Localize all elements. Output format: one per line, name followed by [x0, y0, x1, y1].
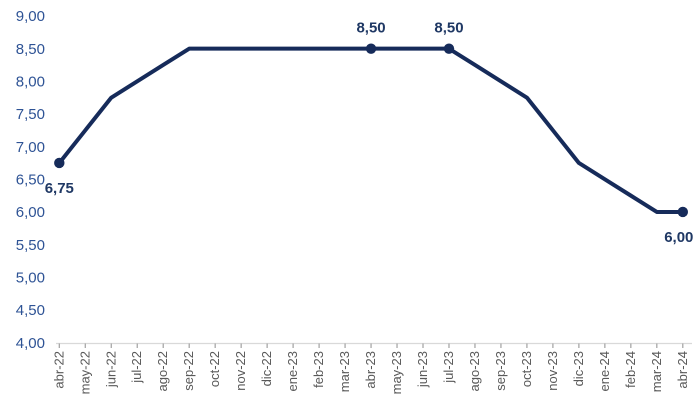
y-axis-tick-label: 5,00	[16, 269, 45, 286]
data-point-marker	[54, 157, 65, 169]
x-axis-tick-label: ago-23	[467, 351, 482, 391]
data-point-label: 6,75	[45, 180, 74, 197]
y-axis-tick-label: 6,50	[16, 172, 45, 189]
x-axis-tick-label: sep-23	[493, 351, 508, 391]
x-axis-tick-label: jun-23	[415, 351, 430, 388]
x-axis-tick-label: oct-22	[207, 351, 222, 387]
x-axis-tick-label: feb-24	[623, 351, 638, 388]
x-axis-tick-label: dic-22	[259, 351, 274, 386]
x-axis-tick-label: may-22	[77, 351, 92, 394]
y-axis-tick-label: 7,50	[16, 106, 45, 123]
y-axis-tick-label: 4,50	[16, 302, 45, 319]
x-axis-tick-label: oct-23	[519, 351, 534, 387]
x-axis-tick-label: feb-23	[311, 351, 326, 388]
x-axis-tick-label: nov-22	[233, 351, 248, 391]
data-point-label: 6,00	[664, 229, 693, 246]
y-axis-tick-label: 7,00	[16, 139, 45, 156]
x-axis-tick-label: jul-23	[441, 351, 456, 384]
x-axis-tick-label: nov-23	[545, 351, 560, 391]
y-axis-tick-label: 8,00	[16, 74, 45, 91]
x-axis-tick-label: may-23	[389, 351, 404, 394]
y-axis-tick-label: 4,00	[16, 335, 45, 352]
data-point-label: 8,50	[434, 20, 463, 37]
y-axis-tick-label: 5,50	[16, 237, 45, 254]
x-axis-tick-label: abr-24	[675, 351, 690, 389]
data-point-label: 8,50	[356, 20, 385, 37]
x-axis-tick-label: sep-22	[181, 351, 196, 391]
x-axis-tick-label: jul-22	[129, 351, 144, 384]
y-axis-tick-label: 8,50	[16, 41, 45, 58]
series-line	[57, 46, 685, 214]
x-axis-tick-label: dic-23	[571, 351, 586, 386]
x-axis-tick-label: jun-22	[103, 351, 118, 388]
data-point-marker	[365, 43, 377, 54]
x-axis-tick-label: mar-23	[337, 351, 352, 392]
x-axis-tick-label: ago-22	[155, 351, 170, 391]
y-axis-tick-label: 6,00	[16, 204, 45, 221]
data-point-marker	[443, 43, 455, 54]
x-axis-tick-label: ene-24	[597, 351, 612, 391]
x-axis-tick-label: abr-23	[363, 351, 378, 389]
data-point-marker	[677, 206, 688, 218]
x-axis-tick-label: ene-23	[285, 351, 300, 391]
y-axis-tick-label: 9,00	[16, 8, 45, 25]
x-axis-tick-label: abr-22	[51, 351, 66, 389]
x-axis-tick-label: mar-24	[649, 351, 664, 392]
